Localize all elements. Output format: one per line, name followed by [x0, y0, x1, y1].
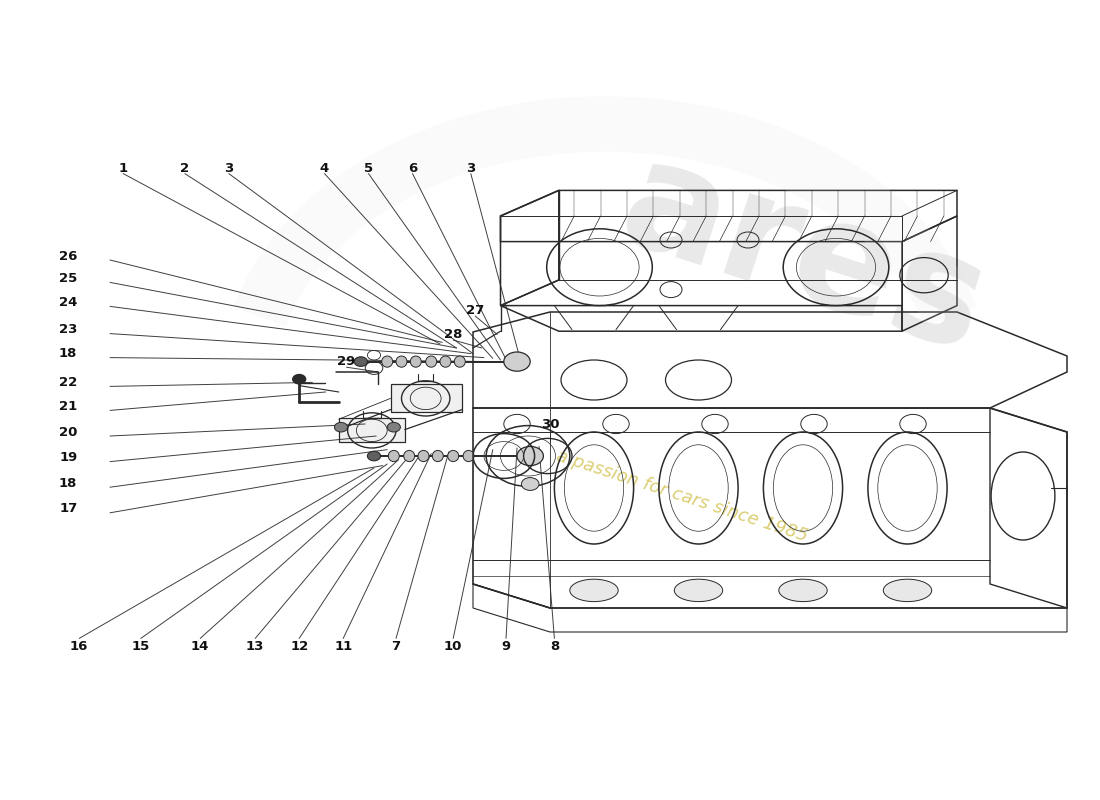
- Text: 4: 4: [320, 162, 329, 174]
- Text: 8: 8: [550, 640, 559, 653]
- Text: 3: 3: [466, 162, 475, 174]
- Ellipse shape: [448, 450, 459, 462]
- Circle shape: [504, 352, 530, 371]
- Text: 7: 7: [392, 640, 400, 653]
- Circle shape: [354, 357, 367, 366]
- Text: 21: 21: [59, 400, 77, 413]
- Text: 29: 29: [338, 355, 355, 368]
- Ellipse shape: [418, 450, 429, 462]
- Text: 2: 2: [180, 162, 189, 174]
- Circle shape: [293, 374, 306, 384]
- Text: 20: 20: [59, 426, 77, 438]
- Text: 18: 18: [59, 347, 77, 360]
- Text: 19: 19: [59, 451, 77, 464]
- Text: 14: 14: [191, 640, 209, 653]
- Ellipse shape: [396, 356, 407, 367]
- Ellipse shape: [570, 579, 618, 602]
- Text: 22: 22: [59, 376, 77, 389]
- Text: a passion for cars since 1985: a passion for cars since 1985: [554, 446, 810, 546]
- Ellipse shape: [432, 450, 443, 462]
- Ellipse shape: [779, 579, 827, 602]
- Text: 30: 30: [541, 418, 559, 430]
- Text: 11: 11: [334, 640, 352, 653]
- Circle shape: [387, 422, 400, 432]
- Polygon shape: [390, 384, 462, 412]
- Circle shape: [521, 478, 539, 490]
- Text: 16: 16: [70, 640, 88, 653]
- Text: 26: 26: [59, 250, 77, 262]
- Text: 23: 23: [59, 323, 77, 336]
- Text: 27: 27: [466, 304, 484, 317]
- Text: 13: 13: [246, 640, 264, 653]
- Text: 9: 9: [502, 640, 510, 653]
- Circle shape: [334, 422, 348, 432]
- Text: 10: 10: [444, 640, 462, 653]
- Text: 1: 1: [119, 162, 128, 174]
- Ellipse shape: [454, 356, 465, 367]
- Text: 24: 24: [59, 296, 77, 309]
- Polygon shape: [339, 418, 405, 442]
- Ellipse shape: [410, 356, 421, 367]
- Text: ares: ares: [603, 127, 1003, 385]
- Ellipse shape: [440, 356, 451, 367]
- Text: 15: 15: [132, 640, 150, 653]
- Text: 17: 17: [59, 502, 77, 515]
- Text: 28: 28: [444, 328, 462, 341]
- Circle shape: [367, 451, 381, 461]
- Text: 12: 12: [290, 640, 308, 653]
- Ellipse shape: [883, 579, 932, 602]
- Text: 25: 25: [59, 272, 77, 285]
- Ellipse shape: [674, 579, 723, 602]
- Circle shape: [517, 446, 543, 466]
- Ellipse shape: [463, 450, 474, 462]
- Ellipse shape: [426, 356, 437, 367]
- Ellipse shape: [404, 450, 415, 462]
- Text: 5: 5: [364, 162, 373, 174]
- Text: 3: 3: [224, 162, 233, 174]
- Text: 6: 6: [408, 162, 417, 174]
- Text: 18: 18: [59, 477, 77, 490]
- Ellipse shape: [382, 356, 393, 367]
- Ellipse shape: [388, 450, 399, 462]
